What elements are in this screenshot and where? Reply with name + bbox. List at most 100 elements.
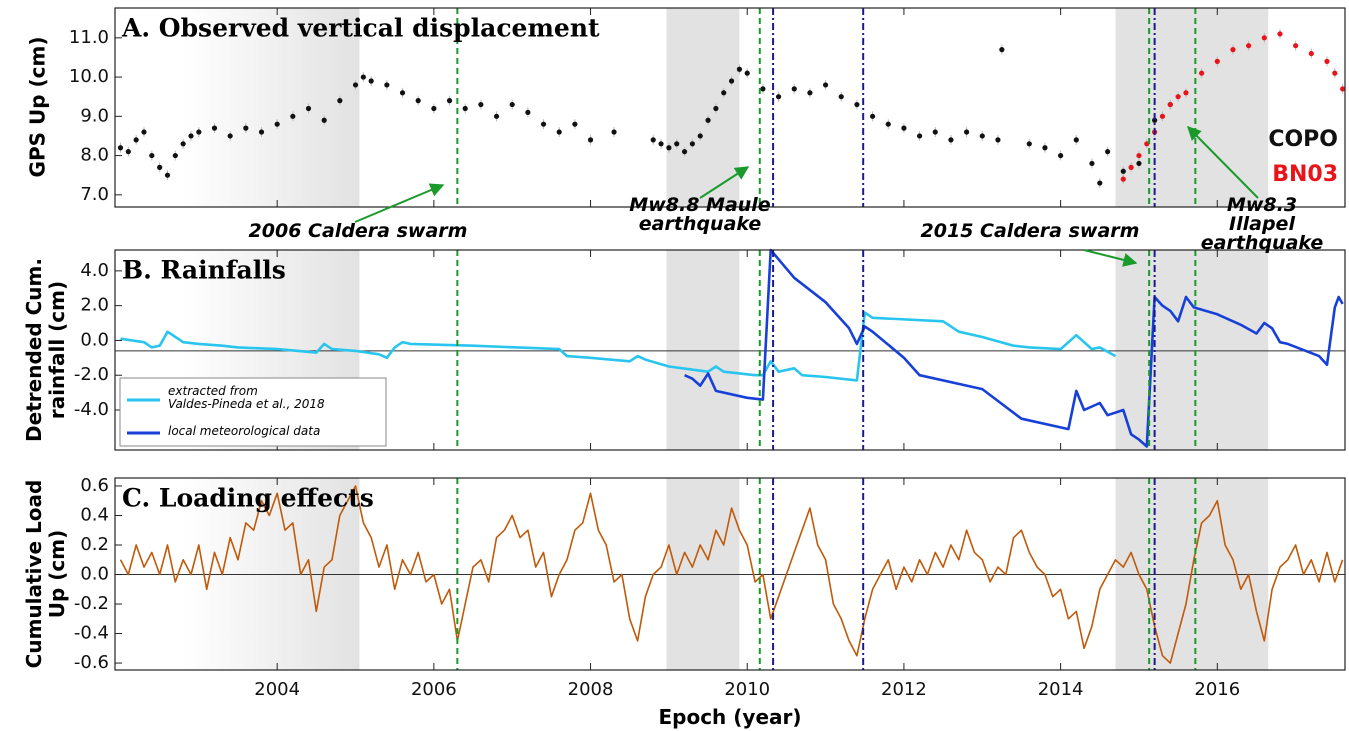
data-point: [728, 78, 735, 84]
data-point: [705, 117, 711, 123]
x-tick-label: 2016: [1194, 679, 1240, 700]
data-point: [1136, 160, 1142, 167]
data-point: [337, 98, 343, 104]
data-point: [885, 121, 891, 127]
data-point: [1128, 164, 1134, 170]
data-point: [164, 172, 171, 178]
shaded-period: [1115, 250, 1269, 450]
data-point: [1340, 86, 1346, 92]
annotation: Mw8.8 Maule earthquake: [629, 194, 771, 235]
data-point: [1214, 58, 1220, 64]
x-tick-label: 2004: [254, 679, 300, 700]
x-tick-label: 2010: [724, 679, 770, 700]
annotation-arrow: [1083, 249, 1138, 267]
data-point: [869, 113, 876, 119]
data-point: [274, 121, 280, 127]
data-point: [290, 113, 296, 119]
data-point: [1097, 180, 1103, 186]
data-point: [995, 137, 1001, 143]
data-point: [611, 129, 617, 135]
panel-title: C. Loading effects: [122, 484, 374, 513]
y-tick-label: -2.0: [74, 364, 109, 385]
data-point: [689, 141, 695, 147]
data-point: [1293, 43, 1299, 49]
data-line: [120, 311, 1117, 382]
data-point: [587, 137, 594, 143]
data-point: [901, 125, 907, 131]
data-point: [775, 94, 782, 100]
x-tick-label: 2012: [881, 679, 927, 700]
panel: 2004 2006 2008 2010 2012 2014 2016 0.6 0.4 0.2 0.0…: [74, 475, 1346, 700]
y-tick-label: -4.0: [74, 399, 109, 420]
x-tick-label: 2006: [411, 679, 457, 700]
annotation-arrow: [699, 166, 750, 199]
x-tick-label: 2014: [1038, 679, 1084, 700]
plot-frame: [114, 249, 1346, 451]
y-axis-label: Detrended Cum. rainfall (cm): [22, 258, 69, 442]
data-point: [1120, 176, 1126, 182]
legend-box: [119, 377, 387, 447]
y-tick-label: 4.0: [80, 260, 109, 281]
data-point: [180, 141, 186, 147]
data-point: [1089, 160, 1095, 167]
data-point: [963, 129, 970, 135]
y-tick-label: -0.2: [74, 593, 109, 614]
shaded-period: [666, 8, 740, 207]
data-point: [948, 137, 954, 143]
data-point: [125, 149, 131, 155]
data-point: [188, 133, 194, 139]
data-point: [227, 133, 233, 139]
data-point: [666, 145, 672, 151]
data-point: [462, 105, 468, 112]
annotation: Mw8.3 Illapel earthquake: [1200, 194, 1324, 254]
data-point: [149, 152, 155, 159]
y-tick-label: 0.2: [80, 534, 109, 555]
data-point: [736, 66, 743, 72]
y-tick-label: -0.4: [74, 623, 109, 644]
data-point: [674, 141, 680, 147]
y-axis-label: GPS Up (cm): [25, 36, 50, 178]
y-axis-label: Cumulative Load Up (cm): [22, 479, 69, 669]
data-point: [1167, 101, 1173, 108]
data-point: [838, 94, 844, 100]
data-point: [1159, 113, 1166, 119]
data-point: [1230, 47, 1236, 53]
data-point: [243, 125, 249, 131]
data-point: [572, 121, 578, 127]
panel: 7.0 8.0 9.0 10.0 11.0 A. Observed vertical di…: [69, 7, 1346, 208]
data-point: [1324, 58, 1330, 64]
x-tick-label: 2008: [568, 679, 614, 700]
panel: 4.0 2.0 0.0 -2.0 -4.0 B. Rainfalls: [74, 248, 1346, 451]
data-point: [1277, 31, 1283, 37]
y-tick-label: 2.0: [80, 295, 109, 316]
y-tick-label: 0.4: [80, 504, 109, 525]
data-point: [133, 137, 139, 143]
data-point: [368, 78, 374, 84]
legend-label: extracted from Valdes-Pineda et al., 201…: [168, 384, 325, 411]
shaded-period: [1115, 8, 1269, 207]
annotation: 2006 Caldera swarm: [248, 220, 468, 242]
data-point: [681, 149, 688, 155]
data-point: [1058, 152, 1064, 159]
data-point: [697, 133, 703, 139]
data-point: [807, 90, 813, 96]
plot-frame: [114, 7, 1346, 208]
data-point: [117, 145, 124, 151]
data-point: [360, 74, 366, 80]
y-tick-label: 8.0: [80, 145, 109, 166]
data-point: [478, 101, 484, 108]
data-point: [1152, 117, 1158, 123]
data-point: [196, 129, 202, 135]
y-tick-label: 0.6: [80, 475, 109, 496]
data-point: [713, 105, 719, 112]
data-point: [1073, 137, 1079, 143]
data-point: [493, 113, 500, 119]
data-point: [556, 129, 562, 135]
panel-title: B. Rainfalls: [122, 256, 286, 285]
shaded-period: [666, 478, 740, 670]
data-point: [1136, 152, 1142, 159]
data-point: [509, 101, 515, 108]
legend-label: COPO: [1268, 127, 1338, 152]
data-point: [352, 82, 359, 88]
